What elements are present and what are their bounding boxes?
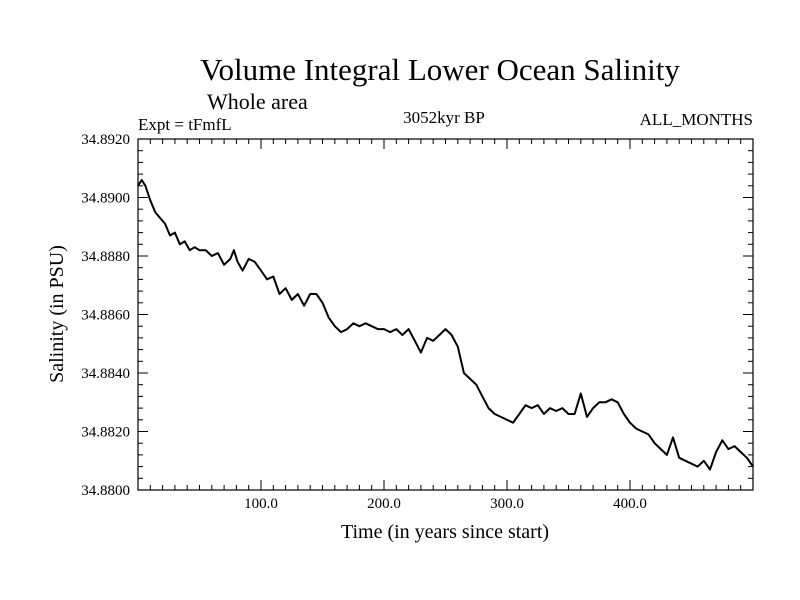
chart-title: Volume Integral Lower Ocean Salinity xyxy=(200,52,680,87)
chart-subtitle: Whole area xyxy=(207,89,308,114)
months-label: ALL_MONTHS xyxy=(640,110,753,129)
y-tick-label: 34.8920 xyxy=(81,132,130,148)
x-tick-label: 400.0 xyxy=(613,496,647,512)
y-tick-label: 34.8900 xyxy=(81,191,130,207)
axis-ticks xyxy=(138,138,753,491)
axis-tick-labels: 100.0 200.0 300.0 400.0 34.8800 34.8820 34.884… xyxy=(81,132,647,512)
x-tick-label: 200.0 xyxy=(367,496,401,512)
x-axis-label: Time (in years since start) xyxy=(341,521,549,543)
y-tick-label: 34.8820 xyxy=(81,425,130,441)
period-label: 3052kyr BP xyxy=(403,108,485,127)
y-tick-label: 34.8800 xyxy=(81,483,130,499)
x-tick-label: 300.0 xyxy=(490,496,524,512)
y-axis-label: Salinity (in PSU) xyxy=(46,245,68,383)
experiment-label: Expt = tFmfL xyxy=(138,115,232,134)
y-tick-label: 34.8840 xyxy=(81,366,130,382)
salinity-series-line xyxy=(137,179,754,471)
x-tick-label: 100.0 xyxy=(244,496,278,512)
y-tick-label: 34.8860 xyxy=(81,308,130,324)
y-tick-label: 34.8880 xyxy=(81,249,130,265)
plot-frame xyxy=(137,138,754,491)
